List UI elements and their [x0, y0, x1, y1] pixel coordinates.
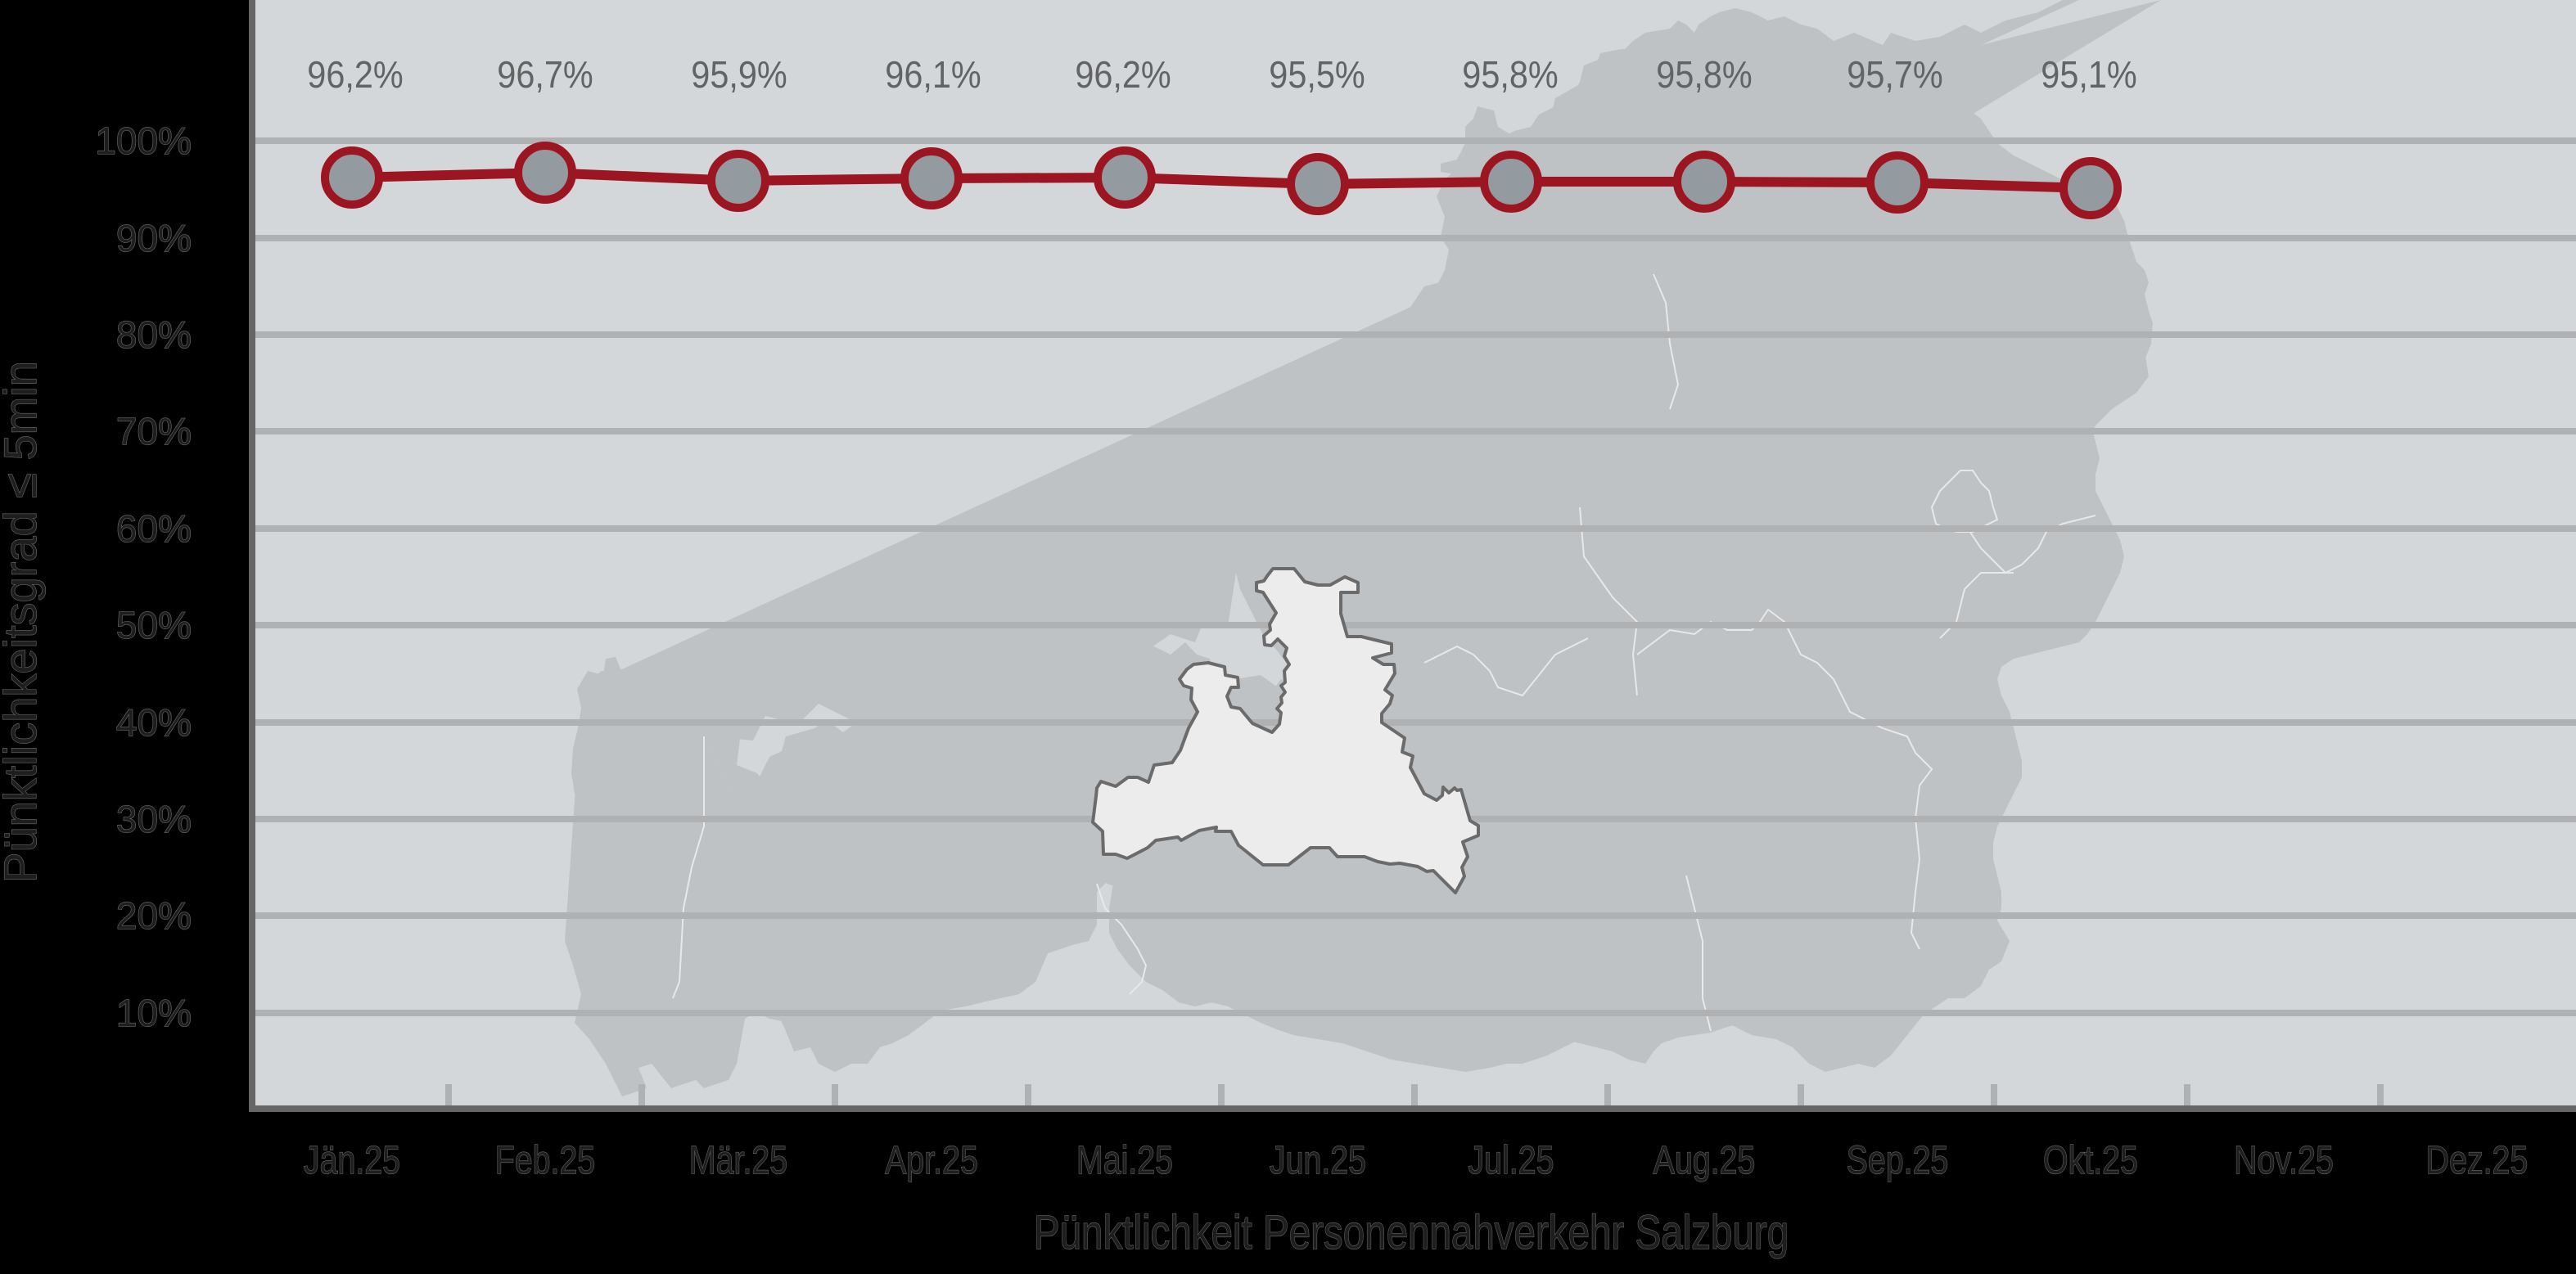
- y-tick-label: 70%: [116, 410, 192, 452]
- western-states-shape: [571, 642, 1310, 1047]
- state-border-lines: [1096, 883, 1148, 995]
- data-label: 96,7%: [497, 54, 593, 97]
- y-tick-label: 20%: [116, 894, 192, 937]
- data-label: 95,8%: [1656, 54, 1752, 97]
- data-point-may[interactable]: [1094, 146, 1156, 209]
- x-axis-title: Pünktlichkeit Personennahverkehr Salzbur…: [1034, 1207, 1789, 1260]
- punctuality-line: [351, 168, 2091, 193]
- data-point-jun[interactable]: [1287, 153, 1349, 215]
- x-axis-ticks: [445, 1084, 2384, 1105]
- x-axis-labels: Jän.25 Feb.25 Mär.25 Apr.25 Mai.25 Jun.2…: [303, 1138, 2529, 1183]
- state-border-lines: [1653, 273, 1680, 410]
- state-border-lines: [1423, 637, 1589, 697]
- data-label: 95,8%: [1462, 54, 1558, 97]
- data-point-apr[interactable]: [900, 147, 963, 209]
- x-tick-label: Nov.25: [2234, 1138, 2334, 1182]
- data-label: 95,9%: [691, 54, 787, 97]
- data-point-sep[interactable]: [1866, 151, 1929, 214]
- data-point-oct[interactable]: [2059, 157, 2122, 219]
- y-axis-line: [249, 0, 255, 1112]
- data-point-jul[interactable]: [1480, 151, 1542, 213]
- data-label: 95,7%: [1847, 54, 1942, 97]
- data-markers: [321, 142, 2122, 219]
- data-point-mar[interactable]: [707, 150, 769, 212]
- state-border-lines: [672, 736, 705, 999]
- x-tick-label: Sep.25: [1847, 1138, 1949, 1182]
- y-tick-label: 90%: [116, 217, 192, 259]
- y-tick-label: 10%: [116, 992, 192, 1034]
- data-label: 96,2%: [1075, 54, 1171, 97]
- state-border-lines: [1685, 875, 1712, 1032]
- data-point-jan[interactable]: [321, 146, 383, 209]
- x-tick-label: Jun.25: [1270, 1138, 1366, 1182]
- data-label: 96,1%: [885, 54, 981, 97]
- data-point-feb[interactable]: [514, 142, 576, 204]
- x-axis-line: [249, 1105, 2576, 1112]
- y-tick-label: 40%: [116, 701, 192, 744]
- data-label: 95,5%: [1269, 54, 1365, 97]
- y-axis-labels: 100% 90% 80% 70% 60% 50% 40% 30% 20% 10%: [95, 119, 192, 1034]
- state-border-lines: [1579, 506, 1639, 696]
- y-tick-label: 80%: [116, 313, 192, 356]
- y-tick-label: 50%: [116, 604, 192, 646]
- y-axis-title: Pünktlichkeitsgrad ≤ 5min: [0, 361, 46, 883]
- x-tick-label: Aug.25: [1653, 1138, 1756, 1182]
- x-tick-label: Dez.25: [2426, 1138, 2529, 1182]
- x-tick-label: Jän.25: [304, 1138, 400, 1182]
- y-tick-label: 100%: [95, 119, 192, 162]
- state-border-lines: [1964, 515, 2096, 574]
- data-labels: 96,2% 96,7% 95,9% 96,1% 96,2% 95,5% 95,8…: [307, 54, 2136, 97]
- x-tick-label: Feb.25: [495, 1138, 596, 1182]
- x-tick-label: Apr.25: [885, 1138, 978, 1182]
- x-tick-label: Jul.25: [1468, 1138, 1554, 1182]
- x-tick-label: Mär.25: [689, 1138, 787, 1182]
- data-label: 96,2%: [307, 54, 403, 97]
- y-tick-label: 30%: [116, 798, 192, 840]
- x-tick-label: Mai.25: [1076, 1138, 1173, 1182]
- salzburg-highlight-shape: [1091, 567, 1480, 894]
- data-label: 95,1%: [2041, 54, 2136, 97]
- data-point-aug[interactable]: [1673, 151, 1735, 213]
- x-tick-label: Okt.25: [2043, 1138, 2138, 1182]
- y-tick-label: 60%: [116, 507, 192, 550]
- austria-outline-shape: [577, 0, 2079, 757]
